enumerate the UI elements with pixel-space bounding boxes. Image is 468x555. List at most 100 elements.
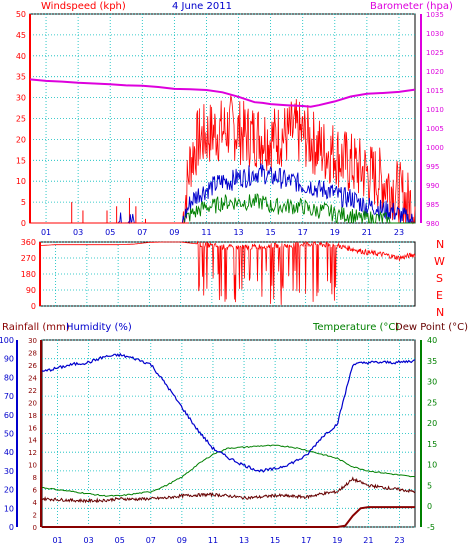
x-tick-label: 07 — [146, 536, 156, 545]
direction-series-line — [39, 240, 416, 305]
humidity-tick-label: 80 — [4, 373, 14, 382]
rain-tick-label: 20 — [28, 399, 37, 407]
x-tick-label: 09 — [177, 536, 187, 545]
barometer-series-line — [29, 78, 416, 108]
temp-humidity-rain-panel: 0102030405060708090100024681012141618202… — [0, 336, 437, 545]
humidity-axis-title: Humidity (%) — [66, 322, 132, 333]
compass-label-n-bottom: N — [436, 306, 444, 319]
humidity-tick-label: 90 — [4, 355, 14, 364]
dewpoint-axis-title: Dew Point (°C) — [395, 322, 468, 333]
rain-tick-label: 24 — [28, 374, 37, 382]
baro-tick-label: 1015 — [426, 87, 444, 95]
baro-tick-label: 995 — [426, 163, 439, 171]
wind-tick-label: 20 — [16, 135, 26, 144]
humidity-tick-label: 100 — [0, 336, 14, 345]
baro-tick-label: 1035 — [426, 11, 444, 19]
wind-tick-label: 25 — [16, 115, 26, 124]
direction-tick-label: 90 — [26, 286, 36, 295]
wind-pressure-panel: 0510152025303540455098098599099510001005… — [16, 10, 444, 237]
temperature-axis-title: Temperature (°C) — [312, 322, 399, 333]
baro-tick-label: 1005 — [426, 125, 444, 133]
temp-tick-label: 35 — [427, 357, 437, 366]
wind-tick-label: 0 — [21, 219, 26, 228]
humidity-tick-label: 60 — [4, 411, 14, 420]
humidity-tick-label: 0 — [9, 523, 14, 532]
x-tick-label: 07 — [137, 228, 147, 237]
compass-labels: N W S E N — [434, 238, 445, 319]
x-tick-label: 11 — [201, 228, 211, 237]
rain-tick-label: 10 — [28, 462, 37, 470]
baro-tick-label: 980 — [426, 220, 439, 228]
temp-tick-label: -5 — [427, 523, 435, 532]
humidity-tick-label: 50 — [4, 430, 14, 439]
wind-tick-label: 10 — [16, 177, 26, 186]
rain-tick-label: 8 — [33, 474, 37, 482]
humidity-tick-label: 30 — [4, 467, 14, 476]
x-tick-label: 13 — [239, 536, 249, 545]
wind-tick-label: 35 — [16, 73, 26, 82]
windspeed-axis-title: Windspeed (kph) — [41, 1, 126, 12]
x-tick-label: 15 — [270, 536, 280, 545]
temp-tick-label: 15 — [427, 440, 437, 449]
x-tick-label: 05 — [105, 228, 115, 237]
x-tick-label: 01 — [41, 228, 51, 237]
direction-tick-label: 0 — [31, 302, 36, 311]
dewpoint-series-line — [41, 476, 416, 504]
rain-tick-label: 4 — [33, 499, 38, 507]
baro-tick-label: 985 — [426, 201, 439, 209]
rain-tick-label: 28 — [28, 349, 37, 357]
chart-date-title: 4 June 2011 — [172, 1, 232, 12]
rain-tick-label: 6 — [33, 487, 38, 495]
x-tick-label: 23 — [394, 536, 404, 545]
x-tick-label: 17 — [298, 228, 308, 237]
x-tick-label: 13 — [233, 228, 243, 237]
rain-tick-label: 26 — [28, 362, 37, 370]
humidity-tick-label: 40 — [4, 448, 14, 457]
x-tick-label: 11 — [208, 536, 218, 545]
temp-tick-label: 30 — [427, 378, 437, 387]
wind-tick-label: 5 — [21, 198, 26, 207]
temp-tick-label: 40 — [427, 336, 437, 345]
rain-tick-label: 14 — [28, 437, 37, 445]
rain-tick-label: 0 — [33, 524, 37, 532]
compass-label-w: W — [434, 255, 445, 268]
rainfall-series-line — [42, 506, 415, 528]
temp-tick-label: 20 — [427, 419, 437, 428]
direction-tick-label: 360 — [21, 238, 36, 247]
x-tick-label: 15 — [266, 228, 276, 237]
humidity-series-line — [41, 352, 416, 473]
humidity-tick-label: 70 — [4, 392, 14, 401]
x-tick-label: 23 — [394, 228, 404, 237]
temp-tick-label: 5 — [427, 481, 432, 490]
wind-tick-label: 40 — [16, 52, 26, 61]
rain-tick-label: 18 — [28, 412, 37, 420]
x-tick-label: 19 — [332, 536, 342, 545]
rain-tick-label: 16 — [28, 424, 37, 432]
compass-label-e: E — [436, 289, 443, 302]
wind-tick-label: 50 — [16, 10, 26, 19]
x-tick-label: 21 — [363, 536, 373, 545]
humidity-tick-label: 10 — [4, 504, 14, 513]
temperature-series-line — [42, 444, 416, 497]
direction-tick-label: 180 — [21, 270, 36, 279]
temp-tick-label: 0 — [427, 502, 432, 511]
wind-tick-label: 30 — [16, 94, 26, 103]
x-tick-label: 03 — [84, 536, 94, 545]
x-tick-label: 03 — [73, 228, 83, 237]
x-tick-label: 19 — [330, 228, 340, 237]
wind-tick-label: 45 — [16, 31, 26, 40]
x-tick-label: 17 — [301, 536, 311, 545]
x-tick-label: 21 — [362, 228, 372, 237]
rain-tick-label: 30 — [28, 337, 37, 345]
baro-tick-label: 1030 — [426, 30, 444, 38]
rain-tick-label: 12 — [28, 449, 37, 457]
baro-tick-label: 1000 — [426, 144, 444, 152]
wind-tick-label: 15 — [16, 156, 26, 165]
baro-tick-label: 990 — [426, 182, 439, 190]
rain-tick-label: 22 — [28, 387, 37, 395]
rain-tick-label: 2 — [33, 512, 37, 520]
wind-direction-panel: 0 90 180 270 360 — [21, 238, 416, 311]
baro-tick-label: 1010 — [426, 106, 444, 114]
rainfall-axis-title: Rainfall (mm) — [2, 322, 70, 333]
